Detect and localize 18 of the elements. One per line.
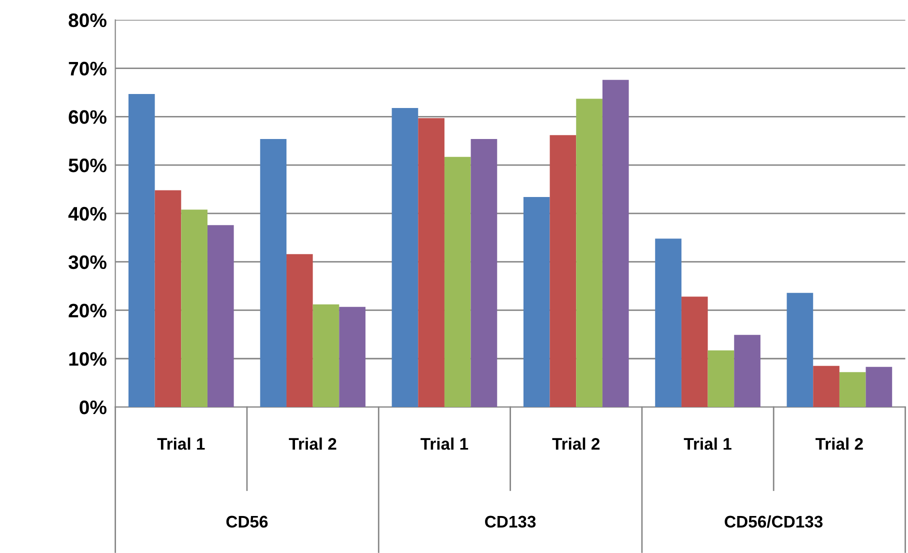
text: CD56/CD133 <box>724 515 823 528</box>
y-tick-label: 20% <box>68 304 106 318</box>
y-tick-label: 60% <box>68 110 106 124</box>
text: CD56 <box>226 516 268 528</box>
y-tick-label: 0% <box>80 400 106 414</box>
x-tick-label: Trial 1 <box>684 438 732 450</box>
x-tick-label: Trial 2 <box>288 438 336 450</box>
x-tick-label: Trial 1 <box>420 438 468 450</box>
y-tick-label: 80% <box>68 13 106 28</box>
text: CD133 <box>485 516 536 528</box>
y-tick-label: 70% <box>68 62 106 76</box>
y-tick-label: 10% <box>69 352 106 366</box>
y-tick-label: 50% <box>68 158 106 172</box>
x-tick-label: Trial 1 <box>157 438 205 450</box>
x-tick-label: Trial 2 <box>552 438 600 450</box>
y-tick-label: 40% <box>68 206 106 221</box>
y-tick-label: 30% <box>68 255 106 270</box>
x-tick-label: Trial 2 <box>816 438 863 450</box>
